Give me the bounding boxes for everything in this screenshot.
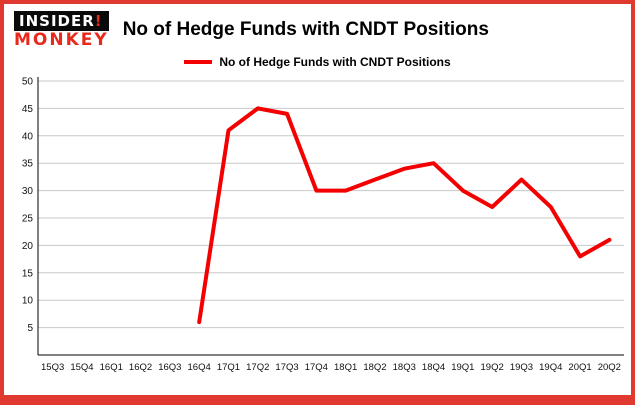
series-line [197,106,612,325]
x-tick-label: 16Q1 [100,362,123,373]
x-tick-label: 19Q1 [451,362,474,373]
x-tick-label: 16Q4 [188,362,211,373]
y-tick-label: 45 [22,104,34,115]
x-tick-label: 19Q4 [539,362,562,373]
y-tick-label: 40 [22,131,34,142]
x-tick-label: 18Q2 [363,362,386,373]
x-tick-label: 15Q4 [70,362,93,373]
y-tick-label: 15 [22,268,34,279]
x-tick-label: 19Q2 [481,362,504,373]
x-tick-label: 16Q2 [129,362,152,373]
y-tick-label: 20 [22,241,34,252]
y-tick-label: 30 [22,186,34,197]
line-chart: 5 10 15 20 25 30 35 40 45 50 15Q3 15Q4 16Q1 16Q2 16Q3 1… [4,71,631,390]
x-tick-label: 18Q4 [422,362,445,373]
x-tick-label: 18Q3 [393,362,416,373]
header: INSIDER! MONKEY No of Hedge Funds with C… [4,4,631,49]
logo-insider: INSIDER! [14,11,109,31]
x-tick-label: 17Q2 [246,362,269,373]
insider-monkey-logo: INSIDER! MONKEY [14,11,109,49]
logo-exclamation: ! [94,12,103,30]
x-tick-label: 20Q2 [598,362,621,373]
y-tick-label: 25 [22,214,34,225]
y-tick-label: 50 [22,77,34,88]
logo-monkey: MONKEY [14,30,109,50]
x-tick-label: 16Q3 [158,362,181,373]
x-tick-label: 17Q1 [217,362,240,373]
x-tick-label: 17Q3 [275,362,298,373]
x-tick-label: 17Q4 [305,362,328,373]
legend-line-swatch [184,60,213,64]
legend: No of Hedge Funds with CNDT Positions [4,55,631,69]
y-tick-label: 35 [22,159,34,170]
y-tick-label: 10 [22,296,34,307]
legend-label: No of Hedge Funds with CNDT Positions [219,55,451,69]
x-tick-label: 18Q1 [334,362,357,373]
x-tick-label: 15Q3 [41,362,64,373]
y-tick-label: 5 [27,323,33,334]
x-tick-label: 19Q3 [510,362,533,373]
chart-canvas: 5 10 15 20 25 30 35 40 45 50 15Q3 15Q4 16Q1 16Q2 16Q3 1… [22,77,624,373]
x-tick-label: 20Q1 [568,362,591,373]
chart-title: No of Hedge Funds with CNDT Positions [122,19,489,40]
logo-insider-text: INSIDER [19,12,95,30]
